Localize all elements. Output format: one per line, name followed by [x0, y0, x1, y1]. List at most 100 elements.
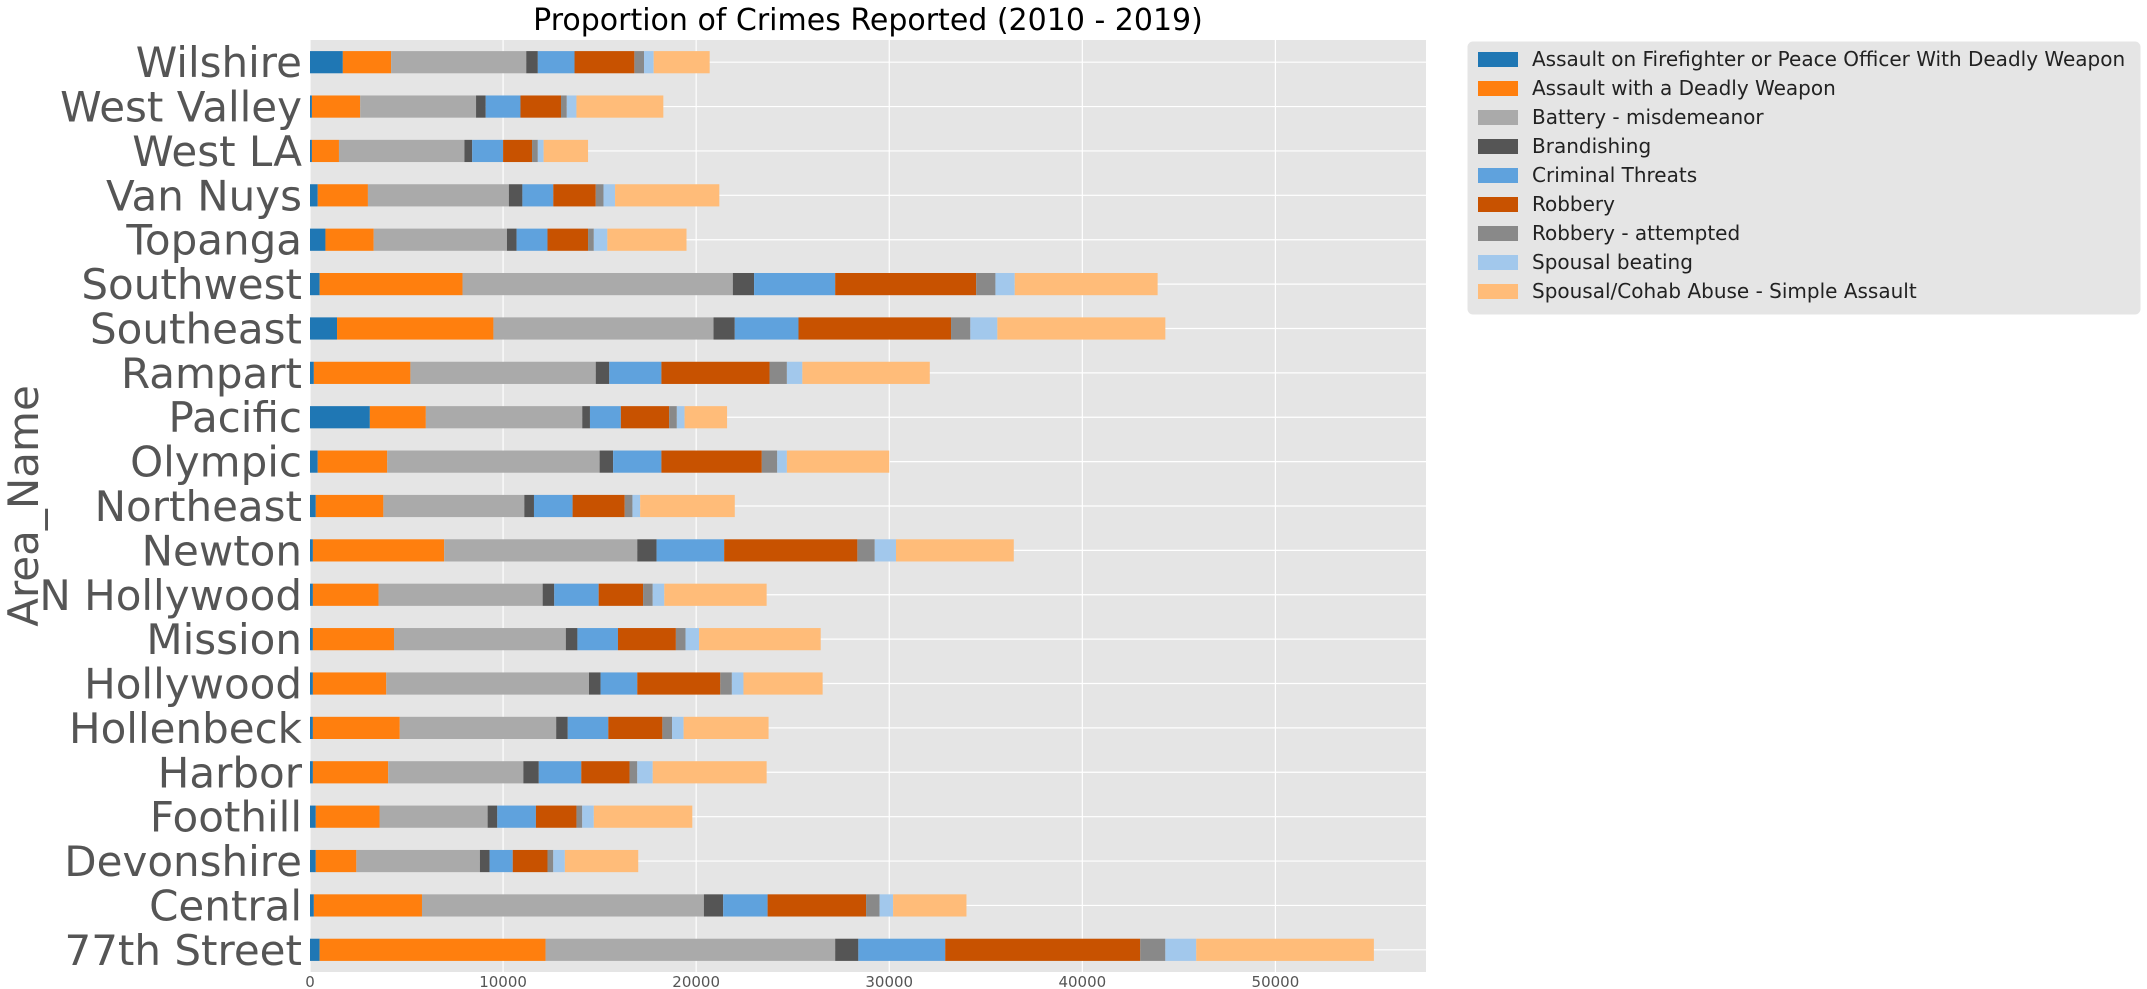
bar-segment-central-spousal-beating [879, 894, 894, 917]
bar-segment-southwest-assault-with-a-deadly-weapon [319, 273, 463, 296]
bar-segment-hollywood-assault-on-firefighter-or-peace-officer-with-deadly-weapon [310, 672, 313, 695]
bar-segment-southeast-spousal-beating [970, 317, 998, 340]
bar-segment-olympic-robbery-attempted [761, 450, 778, 473]
legend-swatch-assault-with-a-deadly-weapon [1478, 81, 1518, 96]
bar-segment-wilshire-assault-with-a-deadly-weapon [342, 51, 392, 74]
bar-segment-newton-spousal-beating [874, 539, 896, 562]
x-tick-label: 50000 [1252, 973, 1300, 989]
legend-label-criminal-threats: Criminal Threats [1532, 163, 1697, 187]
bar-segment-mission-spousal-cohab-abuse-simple-assault [699, 628, 821, 651]
x-tick-label: 40000 [1058, 973, 1106, 989]
bar-segment-west-la-assault-on-firefighter-or-peace-officer-with-deadly-weapon [310, 139, 312, 163]
bar-segment-wilshire-criminal-threats [537, 51, 575, 74]
legend-label-spousal-cohab-abuse-simple-assault: Spousal/Cohab Abuse - Simple Assault [1532, 279, 1917, 303]
bar-segment-devonshire-spousal-cohab-abuse-simple-assault [564, 849, 639, 873]
bar-segment-77th-street-assault-on-firefighter-or-peace-officer-with-deadly-weapon [310, 938, 320, 961]
bar-segment-topanga-spousal-cohab-abuse-simple-assault [607, 228, 687, 251]
bar-segment-wilshire-spousal-cohab-abuse-simple-assault [653, 51, 710, 74]
bars-layer [310, 51, 1374, 961]
legend-box [1467, 41, 2141, 315]
bar-segment-van-nuys-brandishing [508, 184, 523, 207]
bar-segment-pacific-battery-misdemeanor [425, 406, 583, 429]
bar-segment-west-valley-robbery [520, 95, 562, 118]
bar-segment-west-valley-spousal-beating [566, 95, 577, 118]
bar-segment-southeast-robbery [798, 317, 952, 340]
bar-segment-southwest-assault-on-firefighter-or-peace-officer-with-deadly-weapon [310, 273, 320, 296]
bar-segment-rampart-robbery [661, 361, 770, 384]
bar-segment-mission-assault-with-a-deadly-weapon [312, 628, 394, 651]
legend-swatch-criminal-threats [1478, 168, 1518, 183]
bar-segment-77th-street-spousal-beating [1165, 938, 1197, 961]
bar-segment-west-la-battery-misdemeanor [338, 139, 465, 163]
category-label-pacific: Pacific [169, 393, 303, 442]
legend-label-assault-with-a-deadly-weapon: Assault with a Deadly Weapon [1532, 76, 1836, 100]
bar-segment-van-nuys-battery-misdemeanor [367, 184, 509, 207]
bar-segment-northeast-robbery [572, 494, 625, 518]
bar-segment-n-hollywood-robbery-attempted [643, 583, 653, 606]
bar-segment-rampart-criminal-threats [609, 361, 662, 384]
bar-segment-harbor-battery-misdemeanor [388, 761, 524, 784]
legend-label-battery-misdemeanor: Battery - misdemeanor [1532, 105, 1764, 129]
bar-segment-pacific-spousal-cohab-abuse-simple-assault [684, 406, 728, 429]
bar-segment-southeast-battery-misdemeanor [493, 317, 714, 340]
bar-segment-foothill-robbery-attempted [576, 805, 583, 828]
bar-segment-southwest-brandishing [732, 273, 755, 296]
bar-segment-topanga-spousal-beating [593, 228, 608, 251]
bar-segment-pacific-criminal-threats [589, 406, 621, 429]
bar-segment-southeast-robbery-attempted [951, 317, 971, 340]
bar-segment-west-valley-assault-with-a-deadly-weapon [311, 95, 361, 118]
bar-segment-van-nuys-spousal-cohab-abuse-simple-assault [615, 184, 720, 207]
bar-segment-west-la-brandishing [464, 139, 473, 163]
bar-segment-topanga-battery-misdemeanor [373, 228, 507, 251]
x-tick-label: 10000 [479, 973, 527, 989]
bar-segment-devonshire-spousal-beating [553, 849, 565, 873]
bar-segment-van-nuys-assault-with-a-deadly-weapon [317, 184, 368, 207]
bar-segment-mission-spousal-beating [685, 628, 700, 651]
bar-segment-rampart-battery-misdemeanor [410, 361, 596, 384]
bar-segment-hollenbeck-assault-with-a-deadly-weapon [312, 716, 400, 739]
bar-segment-foothill-spousal-cohab-abuse-simple-assault [593, 805, 693, 828]
legend-label-robbery-attempted: Robbery - attempted [1532, 221, 1740, 245]
bar-segment-harbor-criminal-threats [538, 761, 582, 784]
bar-segment-devonshire-assault-with-a-deadly-weapon [315, 849, 357, 873]
bar-segment-harbor-spousal-beating [637, 761, 653, 784]
bar-segment-rampart-assault-on-firefighter-or-peace-officer-with-deadly-weapon [310, 361, 314, 384]
bar-segment-n-hollywood-criminal-threats [554, 583, 599, 606]
category-label-foothill: Foothill [150, 793, 302, 842]
bar-segment-rampart-spousal-cohab-abuse-simple-assault [802, 361, 930, 384]
category-label-hollywood: Hollywood [84, 660, 302, 709]
category-label-wilshire: Wilshire [136, 38, 302, 87]
category-label-77th-street: 77th Street [64, 926, 302, 975]
bar-segment-newton-battery-misdemeanor [444, 539, 638, 562]
bar-segment-southwest-spousal-cohab-abuse-simple-assault [1014, 273, 1158, 296]
bar-segment-n-hollywood-spousal-cohab-abuse-simple-assault [664, 583, 767, 606]
bar-segment-newton-robbery-attempted [857, 539, 875, 562]
bar-segment-devonshire-criminal-threats [489, 849, 513, 873]
category-label-van-nuys: Van Nuys [106, 171, 302, 220]
bar-segment-hollywood-robbery [637, 672, 721, 695]
bar-segment-pacific-robbery-attempted [669, 406, 677, 429]
bar-segment-northeast-battery-misdemeanor [383, 494, 525, 518]
bar-segment-olympic-assault-on-firefighter-or-peace-officer-with-deadly-weapon [310, 450, 318, 473]
bar-segment-n-hollywood-brandishing [542, 583, 555, 606]
bar-segment-hollywood-battery-misdemeanor [386, 672, 589, 695]
legend-swatch-robbery-attempted [1478, 226, 1518, 241]
bar-segment-wilshire-brandishing [526, 51, 538, 74]
bar-segment-central-assault-with-a-deadly-weapon [313, 894, 422, 917]
bar-segment-devonshire-robbery-attempted [547, 849, 554, 873]
bar-segment-topanga-robbery [547, 228, 589, 251]
bar-segment-n-hollywood-battery-misdemeanor [378, 583, 543, 606]
bar-segment-van-nuys-criminal-threats [522, 184, 554, 207]
bar-segment-topanga-assault-on-firefighter-or-peace-officer-with-deadly-weapon [310, 228, 326, 251]
legend-swatch-brandishing [1478, 139, 1518, 154]
bar-segment-west-valley-criminal-threats [485, 95, 521, 118]
bar-segment-newton-robbery [724, 539, 858, 562]
bar-segment-pacific-brandishing [582, 406, 590, 429]
bar-segment-77th-street-assault-with-a-deadly-weapon [319, 938, 546, 961]
bar-segment-olympic-criminal-threats [613, 450, 662, 473]
bar-segment-southwest-robbery [835, 273, 977, 296]
bar-segment-topanga-criminal-threats [516, 228, 548, 251]
bar-segment-wilshire-robbery-attempted [634, 51, 645, 74]
